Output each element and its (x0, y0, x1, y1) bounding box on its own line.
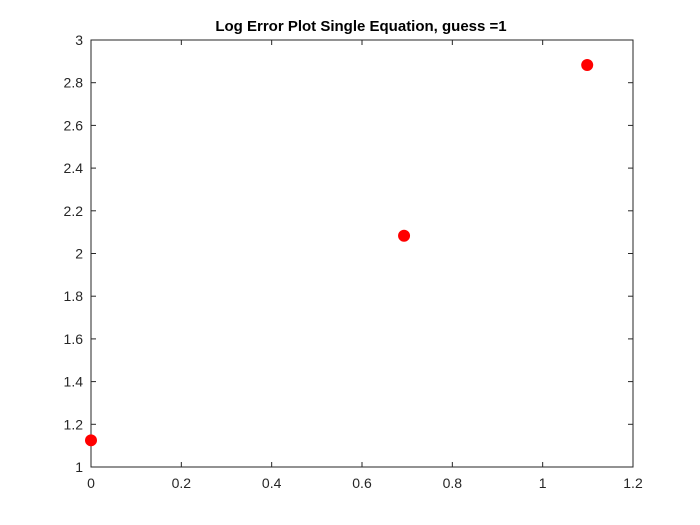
y-axis: 1 1.2 1.4 1.6 1.8 2 2.2 2.4 2.6 2.8 3 (64, 32, 633, 475)
data-point (398, 229, 411, 242)
y-tick-label: 3 (75, 32, 83, 48)
data-point (581, 58, 594, 71)
y-tick-label: 1.2 (64, 416, 84, 432)
x-tick-label: 1.2 (623, 475, 643, 491)
y-tick-label: 2.4 (64, 160, 84, 176)
chart-title: Log Error Plot Single Equation, guess =1 (215, 18, 506, 35)
y-tick-label: 1 (75, 459, 83, 475)
x-axis: 0 0.2 0.4 0.6 0.8 1 1.2 (87, 40, 643, 491)
x-tick-label: 0 (87, 475, 95, 491)
x-tick-label: 1 (539, 475, 547, 491)
y-tick-label: 2.8 (64, 75, 84, 91)
x-tick-label: 0.4 (262, 475, 282, 491)
plot-area (90, 39, 634, 468)
x-tick-label: 0.2 (172, 475, 192, 491)
y-tick-label: 2 (75, 246, 83, 262)
y-tick-label: 1.4 (64, 374, 84, 390)
data-point (85, 434, 97, 447)
plot-frame (90, 39, 634, 468)
y-tick-label: 1.6 (64, 331, 84, 347)
x-tick-label: 0.6 (352, 475, 372, 491)
y-tick-label: 1.8 (64, 288, 84, 304)
y-tick-label: 2.2 (64, 203, 84, 219)
data-points (85, 58, 594, 447)
x-tick-label: 0.8 (443, 475, 463, 491)
y-tick-label: 2.6 (64, 117, 84, 133)
